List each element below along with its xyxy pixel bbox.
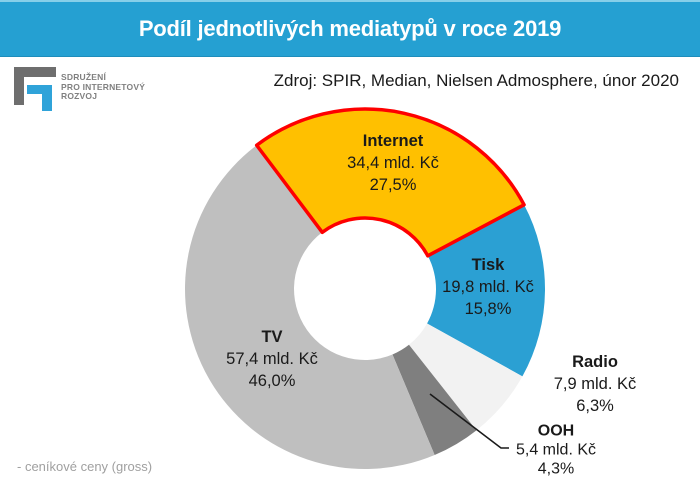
spir-logo-text: SDRUŽENÍ PRO INTERNETOVÝ ROZVOJ [61, 67, 145, 111]
pie-slice-internet [254, 107, 526, 258]
logo-text-line: PRO INTERNETOVÝ [61, 81, 146, 92]
pie-slice-radio [408, 323, 523, 431]
ooh-leader-line [429, 393, 509, 449]
logo-middle-bar [27, 85, 52, 94]
pie-slice-ooh [392, 344, 477, 455]
source-note: Zdroj: SPIR, Median, Nielsen Admosphere,… [273, 71, 679, 90]
footnote: - ceníkové ceny (gross) [17, 459, 153, 474]
logo-left-bar [14, 67, 24, 105]
logo-text-line: SDRUŽENÍ [61, 72, 107, 82]
spir-logo: SDRUŽENÍ PRO INTERNETOVÝ ROZVOJ [14, 67, 145, 111]
header-banner: Podíl jednotlivých mediatypů v roce 2019 [0, 0, 700, 57]
logo-right-bar [42, 85, 52, 111]
logo-top-bar [14, 67, 56, 77]
page-title: Podíl jednotlivých mediatypů v roce 2019 [138, 16, 562, 41]
spir-logo-icon [14, 67, 56, 111]
logo-text-line: ROZVOJ [61, 91, 98, 101]
pie-slice-tisk [427, 204, 546, 377]
pie-slice-tv [185, 145, 435, 470]
